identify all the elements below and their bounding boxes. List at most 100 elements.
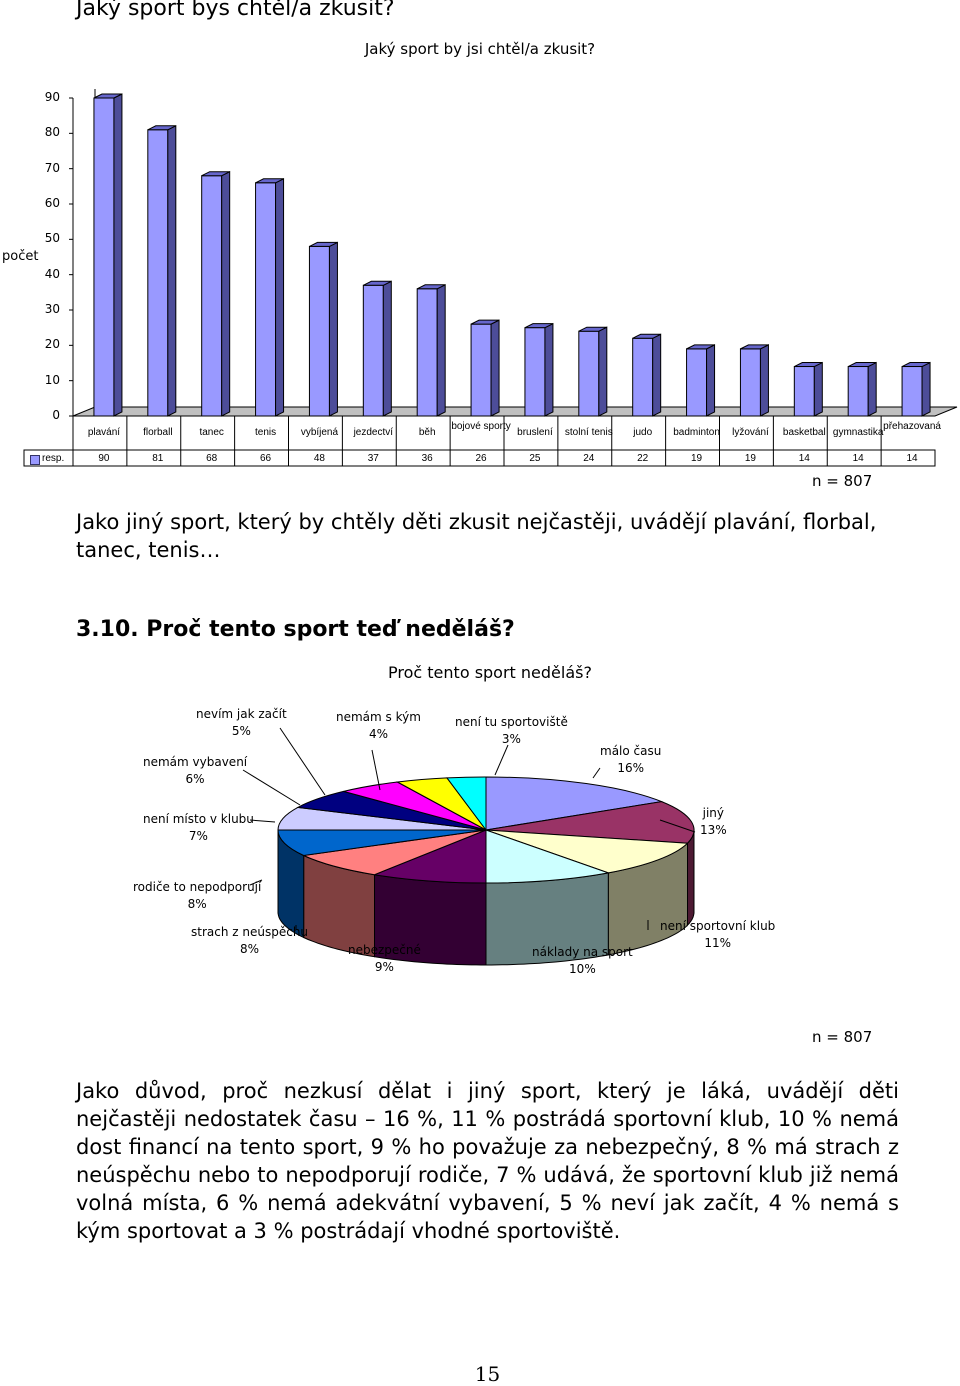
x-category-label: bojové sporty <box>451 421 511 432</box>
x-category-label: tenis <box>255 427 277 438</box>
bar-top <box>632 333 661 339</box>
bar-front <box>793 366 815 417</box>
y-tick-label: 0 <box>52 408 60 422</box>
x-category-label: přehazovaná <box>883 421 941 432</box>
bar-13 <box>739 344 769 417</box>
bar-front <box>255 182 277 417</box>
data-table-value: 14 <box>798 453 810 464</box>
pie-label-name: nevím jak začít <box>196 707 287 721</box>
data-table-value: 14 <box>906 453 918 464</box>
leader-line <box>249 879 263 886</box>
bar-top <box>416 284 446 290</box>
pie-label: není místo v klubu 7% <box>143 811 254 845</box>
bar-side <box>544 322 554 417</box>
data-table-value: 19 <box>691 453 703 464</box>
bar-side <box>328 241 338 417</box>
x-category-label: vybíjená <box>300 427 339 438</box>
x-category-label: florball <box>143 427 173 438</box>
bar-top <box>309 241 338 247</box>
legend-swatch <box>30 455 40 465</box>
x-category-label: badminton <box>673 427 720 438</box>
pie-slice-1 <box>485 776 664 831</box>
pie-label-name: nemám s kým <box>336 710 421 724</box>
paragraph-pie-summary: Jako důvod, proč nezkusí dělat i jiný sp… <box>76 1079 899 1243</box>
pie-slice-2 <box>485 801 695 844</box>
pie-label-value: 13% <box>700 823 727 837</box>
bar-top <box>147 125 177 131</box>
y-tick-label: 90 <box>44 90 60 104</box>
data-table-value: 90 <box>98 453 110 464</box>
pie-chart-plot <box>242 727 696 966</box>
y-tick-label: 70 <box>44 160 60 175</box>
legend-series-label: resp. <box>42 453 65 464</box>
data-table-value: 81 <box>152 453 164 464</box>
data-table-value: 25 <box>529 453 541 464</box>
pie-label-value: 9% <box>374 960 394 974</box>
bar-side <box>221 170 231 417</box>
pie-label-value: 11% <box>704 936 731 950</box>
x-category-label: tanec <box>199 427 224 438</box>
bar-16 <box>901 361 931 417</box>
data-table-value: 37 <box>367 453 379 464</box>
leader-line <box>371 749 381 791</box>
bar-front <box>308 245 330 417</box>
pie-label-name: jiný <box>702 806 725 820</box>
pie-slice-4 <box>485 829 611 884</box>
x-category-label: plavání <box>87 427 121 438</box>
y-tick-label: 80 <box>44 125 60 140</box>
bar-9 <box>524 322 554 417</box>
x-category-label: bruslení <box>517 427 553 438</box>
data-table-value: 14 <box>852 453 864 464</box>
bar-side <box>921 361 931 417</box>
bar-side <box>167 124 177 417</box>
bar-front <box>901 366 923 417</box>
data-table-value: 68 <box>206 453 218 464</box>
pie-label-name: není místo v klubu <box>143 812 254 826</box>
leader-line <box>592 767 601 779</box>
bar-top <box>578 326 608 332</box>
bar-top <box>470 319 500 325</box>
pie-chart-title: Proč tento sport neděláš? <box>388 663 592 682</box>
pie-label-name: nebezpečné <box>348 943 421 957</box>
pie-slice-7 <box>277 829 487 857</box>
bar-top <box>363 280 392 286</box>
pie-label-name: strach z neúspěchu <box>191 925 309 939</box>
data-table-value: 48 <box>313 453 325 464</box>
data-table-value: 19 <box>744 453 756 464</box>
y-tick-label: 60 <box>44 196 60 210</box>
bar-chart-plot <box>23 89 958 467</box>
x-category-label: jezdectví <box>353 427 394 438</box>
x-category-label: judo <box>633 427 653 438</box>
section-heading: 3.10. Proč tento sport teď neděláš? <box>76 617 515 642</box>
bar-top <box>255 178 284 184</box>
pie-label: strach z neúspěchu 8% <box>191 924 308 958</box>
bar-6 <box>362 280 392 417</box>
bar-side <box>867 361 877 417</box>
pie-slice-5 <box>372 829 487 884</box>
pie-label: náklady na sport 10% <box>532 944 633 978</box>
x-category-label: gymnastika <box>832 427 884 438</box>
pie-sides <box>277 830 695 966</box>
bar-front <box>524 327 546 417</box>
bar-7 <box>416 283 446 417</box>
leader-line <box>249 819 276 823</box>
bar-front <box>578 330 600 417</box>
data-table-value: 36 <box>421 453 433 464</box>
bar-front <box>362 284 384 417</box>
bar-14 <box>793 361 823 417</box>
bar-10 <box>578 326 608 417</box>
pie-label-name: není tu sportoviště <box>455 715 568 729</box>
bar-side <box>706 344 716 417</box>
bar-front <box>739 348 761 417</box>
bar-top <box>524 323 554 329</box>
bar-side <box>813 361 823 417</box>
pie-label: nebezpečné 9% <box>348 942 421 976</box>
y-tick-label: 50 <box>44 231 60 246</box>
bar-2 <box>147 124 177 417</box>
bar-side <box>436 283 446 417</box>
bar-front <box>201 175 223 417</box>
bar-12 <box>686 344 716 417</box>
pie-label-name: rodiče to nepodporují <box>133 880 262 894</box>
pie-label-value: 8% <box>239 942 260 956</box>
bar-top <box>740 344 769 350</box>
